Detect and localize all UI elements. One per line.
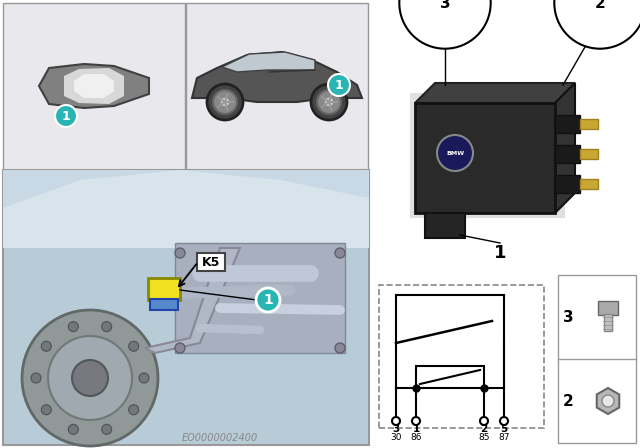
Circle shape: [328, 74, 350, 96]
Polygon shape: [3, 170, 369, 208]
Circle shape: [335, 248, 345, 258]
Circle shape: [311, 84, 347, 120]
Circle shape: [42, 341, 51, 351]
Circle shape: [437, 135, 473, 171]
Text: 85: 85: [478, 432, 490, 441]
Bar: [372, 3, 638, 265]
Bar: [555, 115, 580, 133]
Polygon shape: [425, 213, 465, 238]
Circle shape: [55, 105, 77, 127]
Bar: [580, 179, 598, 189]
Polygon shape: [39, 64, 149, 108]
Circle shape: [412, 417, 420, 425]
Circle shape: [480, 417, 488, 425]
Circle shape: [72, 360, 108, 396]
Text: EO0000002400: EO0000002400: [182, 433, 258, 443]
Text: 3: 3: [563, 310, 573, 324]
Circle shape: [22, 310, 158, 446]
Polygon shape: [415, 83, 575, 103]
Text: 30: 30: [390, 432, 402, 441]
Text: 5: 5: [500, 424, 508, 434]
Bar: [415, 103, 555, 213]
Circle shape: [129, 341, 139, 351]
Circle shape: [102, 424, 112, 435]
Circle shape: [102, 322, 112, 332]
Text: 2: 2: [481, 424, 488, 434]
FancyBboxPatch shape: [197, 253, 225, 271]
Circle shape: [602, 395, 614, 407]
Circle shape: [220, 97, 230, 107]
Bar: [580, 119, 598, 129]
Bar: [555, 175, 580, 193]
Bar: [558, 275, 636, 443]
Polygon shape: [555, 83, 575, 213]
Text: K5: K5: [202, 255, 220, 268]
Polygon shape: [222, 52, 315, 72]
Bar: [410, 93, 565, 218]
Bar: [3, 3, 185, 170]
Circle shape: [324, 97, 334, 107]
Polygon shape: [74, 74, 114, 98]
Bar: [186, 3, 368, 170]
Bar: [604, 314, 612, 331]
Circle shape: [68, 424, 78, 435]
Text: 2: 2: [595, 0, 605, 10]
Circle shape: [500, 417, 508, 425]
Circle shape: [175, 248, 185, 258]
Circle shape: [213, 90, 237, 114]
Bar: [175, 243, 345, 353]
Text: 3: 3: [392, 424, 399, 434]
Circle shape: [48, 336, 132, 420]
Polygon shape: [192, 52, 362, 102]
Polygon shape: [64, 68, 124, 104]
Bar: [148, 278, 180, 300]
Circle shape: [175, 343, 185, 353]
Bar: [3, 170, 369, 248]
Circle shape: [256, 288, 280, 312]
Text: 86: 86: [410, 432, 422, 441]
Polygon shape: [596, 388, 620, 414]
Circle shape: [129, 405, 139, 415]
Text: 1: 1: [61, 109, 70, 122]
Text: 1: 1: [335, 78, 344, 91]
Text: BMW: BMW: [446, 151, 464, 155]
Bar: [150, 299, 178, 310]
Bar: [374, 275, 554, 443]
Bar: [3, 170, 369, 445]
Text: 87: 87: [499, 432, 509, 441]
Circle shape: [139, 373, 149, 383]
Circle shape: [68, 322, 78, 332]
Bar: [416, 366, 484, 388]
Circle shape: [317, 90, 341, 114]
Bar: [379, 285, 544, 428]
Bar: [580, 149, 598, 159]
Bar: [598, 301, 618, 315]
Circle shape: [207, 84, 243, 120]
Polygon shape: [145, 248, 240, 353]
Text: 1: 1: [493, 244, 506, 262]
Circle shape: [335, 343, 345, 353]
Text: 2: 2: [563, 393, 573, 409]
Text: 1: 1: [412, 424, 420, 434]
Circle shape: [42, 405, 51, 415]
Text: 1: 1: [263, 293, 273, 307]
Circle shape: [31, 373, 41, 383]
Text: 3: 3: [440, 0, 451, 10]
Circle shape: [392, 417, 400, 425]
Bar: [555, 145, 580, 163]
